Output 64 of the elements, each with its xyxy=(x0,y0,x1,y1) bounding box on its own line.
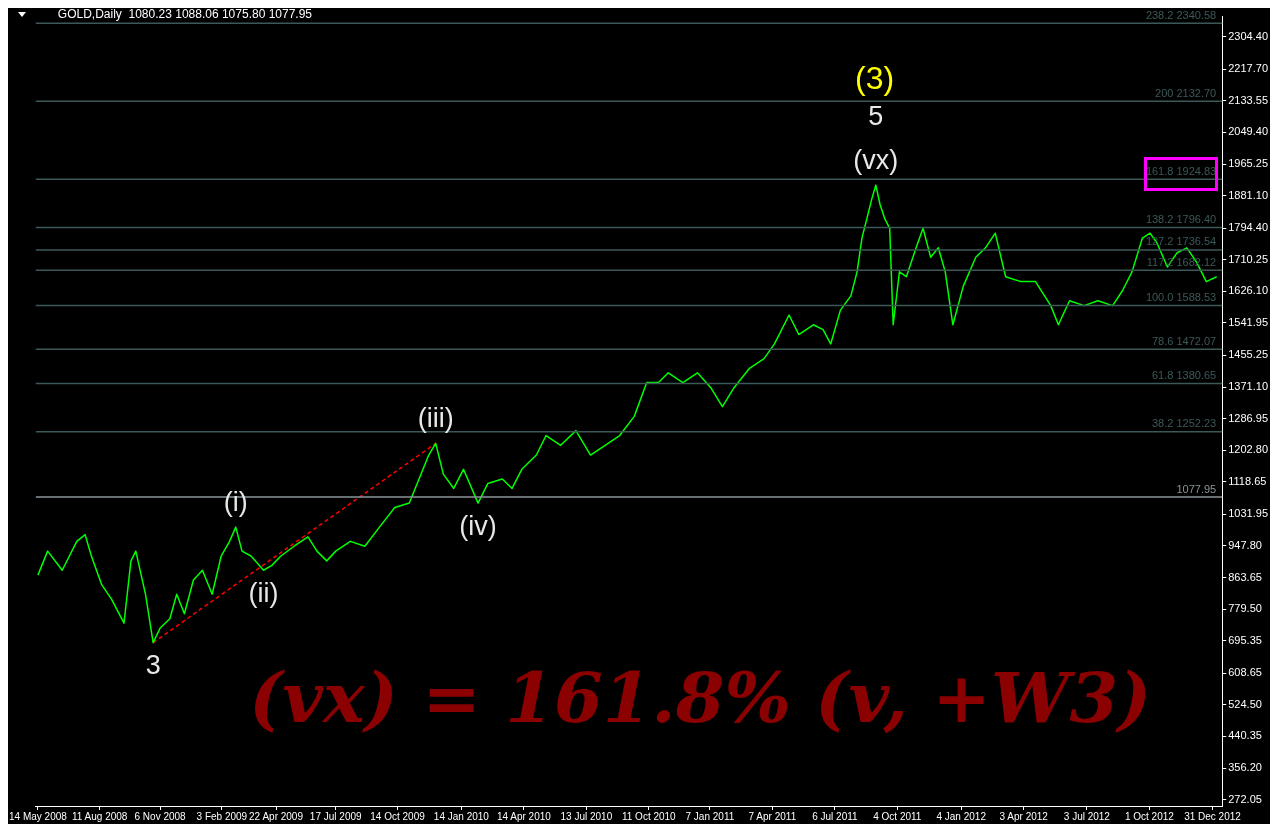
y-tick-label: 1455.25 xyxy=(1228,348,1268,361)
y-tick-label: 1541.95 xyxy=(1228,315,1268,328)
y-tick-label: 779.50 xyxy=(1228,602,1262,615)
ref-line-label: 38.2 1252.23 xyxy=(1152,417,1217,430)
y-tick-label: 1626.10 xyxy=(1228,284,1268,297)
ref-line-label: 78.6 1472.07 xyxy=(1152,334,1217,347)
y-tick-label: 356.20 xyxy=(1228,761,1262,774)
y-tick-label: 1202.80 xyxy=(1228,443,1268,456)
ref-line-label: 200 2132.70 xyxy=(1155,86,1217,99)
x-tick-label: 4 Oct 2011 xyxy=(873,810,922,822)
y-tick-label: 1031.95 xyxy=(1228,507,1268,520)
x-tick-label: 4 Jan 2012 xyxy=(936,810,987,822)
y-tick-label: 2217.70 xyxy=(1228,62,1268,75)
y-tick-label: 947.80 xyxy=(1228,538,1262,551)
y-tick-label: 695.35 xyxy=(1228,633,1262,646)
y-tick-label: 524.50 xyxy=(1228,697,1262,710)
chart-title: GOLD,Daily 1080.23 1088.06 1075.80 1077.95 xyxy=(57,7,313,22)
x-tick-label: 6 Nov 2008 xyxy=(134,810,187,822)
x-tick-label: 31 Dec 2012 xyxy=(1184,810,1242,822)
x-tick-label: 6 Jul 2011 xyxy=(812,810,859,822)
x-tick-label: 14 Apr 2010 xyxy=(496,810,552,822)
y-tick-label: 2304.40 xyxy=(1228,29,1268,42)
x-tick-label: 17 Jul 2009 xyxy=(309,810,363,822)
x-tick-label: 14 Jan 2010 xyxy=(433,810,490,822)
y-tick-label: 440.35 xyxy=(1228,729,1262,742)
x-tick-label: 13 Jul 2010 xyxy=(560,810,613,822)
x-tick-label: 7 Jan 2011 xyxy=(685,810,735,822)
ref-line-label: 61.8 1380.65 xyxy=(1152,369,1217,381)
x-tick-label: 14 May 2008 xyxy=(9,810,68,822)
x-tick-label: 3 Apr 2012 xyxy=(999,810,1049,822)
y-tick-label: 2133.55 xyxy=(1228,93,1268,106)
x-tick-label: 3 Feb 2009 xyxy=(196,810,248,822)
annotation: (ii) xyxy=(248,577,279,608)
y-tick-label: 1286.95 xyxy=(1228,411,1268,424)
y-tick-label: 863.65 xyxy=(1228,570,1262,583)
x-tick-label: 3 Jul 2012 xyxy=(1063,810,1111,822)
y-tick-label: 608.65 xyxy=(1228,666,1262,679)
y-tick-label: 1794.40 xyxy=(1228,221,1268,234)
x-tick-label: 7 Apr 2011 xyxy=(748,810,797,822)
y-tick-label: 1710.25 xyxy=(1228,252,1268,265)
x-tick-label: 14 Oct 2009 xyxy=(370,810,426,822)
x-tick-label: 22 Apr 2009 xyxy=(249,810,304,822)
annotation: (iii) xyxy=(417,402,454,433)
y-tick-label: 272.05 xyxy=(1228,792,1262,805)
ref-line-label: 138.2 1796.40 xyxy=(1145,212,1217,225)
y-tick-label: 1881.10 xyxy=(1228,188,1268,201)
ref-line-label: 1077.95 xyxy=(1176,482,1217,495)
y-tick-label: 1118.65 xyxy=(1228,474,1267,487)
annotation: (i) xyxy=(223,486,248,517)
annotation: 5 xyxy=(868,100,884,131)
x-tick-label: 11 Aug 2008 xyxy=(71,810,128,822)
y-tick-label: 1371.10 xyxy=(1228,380,1268,393)
annotation: 3 xyxy=(145,650,161,681)
x-tick-label: 11 Oct 2010 xyxy=(621,810,677,822)
annotation: (iv) xyxy=(459,510,497,541)
x-tick-label: 1 Oct 2012 xyxy=(1124,810,1175,822)
annotation: (vx) xyxy=(853,144,899,175)
ref-line-label: 238.2 2340.58 xyxy=(1145,8,1217,21)
y-tick-label: 2049.40 xyxy=(1228,125,1268,138)
ref-line-label: 100.0 1588.53 xyxy=(1145,290,1217,303)
ref-line-label: 161.8 1924.83 xyxy=(1145,164,1217,177)
y-tick-label: 1965.25 xyxy=(1228,157,1268,170)
annotation: (vx) = 161.8% (v, +W3) xyxy=(249,655,1152,739)
annotation: (3) xyxy=(855,59,895,96)
